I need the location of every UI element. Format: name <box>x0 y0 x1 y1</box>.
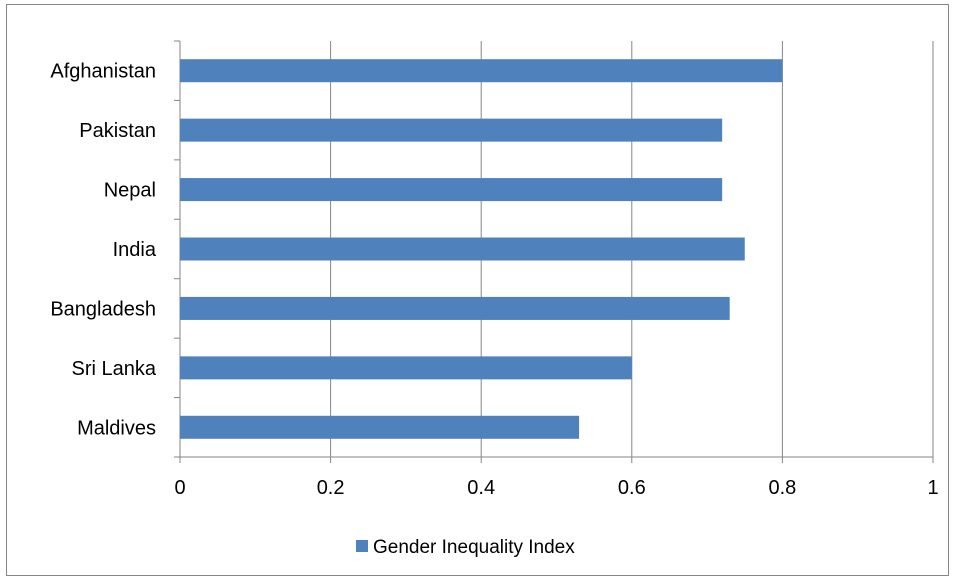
category-label: Afghanistan <box>50 61 156 83</box>
bar <box>180 296 730 320</box>
bar <box>180 356 632 380</box>
x-tick-label: 0.8 <box>768 477 796 499</box>
chart-frame <box>6 4 949 576</box>
x-tick-label: 0.2 <box>317 477 345 499</box>
category-label: Pakistan <box>79 120 156 142</box>
x-tick-label: 0.6 <box>618 477 646 499</box>
bar <box>180 59 783 83</box>
x-tick-label: 0.4 <box>467 477 495 499</box>
category-label: Bangladesh <box>50 298 156 320</box>
category-label: Maldives <box>77 417 156 439</box>
category-label: Nepal <box>104 180 156 202</box>
legend-label: Gender Inequality Index <box>373 537 575 558</box>
x-tick-label: 0 <box>174 477 185 499</box>
bar <box>180 415 580 439</box>
bar <box>180 118 723 142</box>
bar <box>180 178 723 202</box>
legend-swatch <box>356 540 368 552</box>
category-label: Sri Lanka <box>72 358 157 380</box>
x-tick-label: 1 <box>927 477 938 499</box>
category-label: India <box>113 239 157 261</box>
bar <box>180 237 745 261</box>
